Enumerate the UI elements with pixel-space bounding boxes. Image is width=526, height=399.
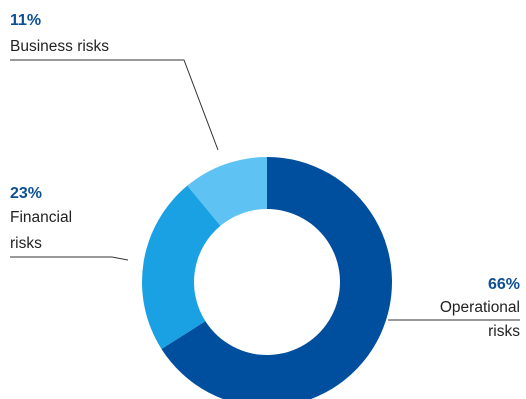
business-risks-percent: 11% (10, 12, 41, 29)
donut-slice-operational-risks (161, 157, 392, 399)
annotation-financial-risks: 23% Financial risks (10, 185, 129, 261)
operational-risks-label-line1: Operational (440, 299, 520, 316)
donut-slices (142, 157, 392, 399)
annotation-operational-risks: 66% Operational risks (388, 276, 520, 340)
donut-slice-financial-risks (142, 185, 221, 349)
annotation-business-risks: 11% Business risks (10, 12, 219, 151)
financial-risks-percent: 23% (10, 185, 42, 202)
operational-risks-label-line2: risks (488, 323, 520, 340)
financial-risks-label-line2: risks (10, 235, 42, 252)
financial-risks-label-line1: Financial (10, 209, 72, 226)
operational-risks-percent: 66% (488, 276, 520, 293)
donut-slice-business-risks (187, 157, 267, 226)
financial-risks-leader-line (10, 256, 129, 261)
business-risks-leader-line (10, 59, 219, 151)
business-risks-label: Business risks (10, 38, 109, 55)
